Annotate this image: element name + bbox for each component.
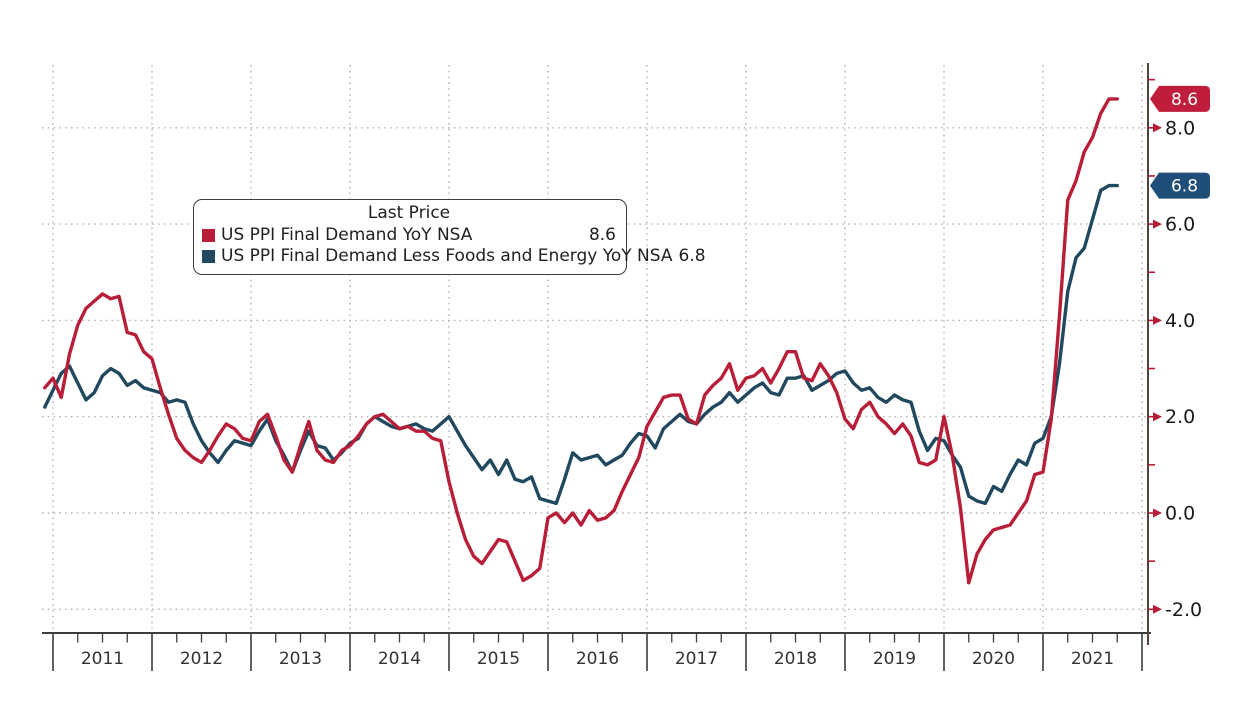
legend-swatch-red-icon bbox=[202, 229, 215, 242]
y-axis-tick-label: 6.0 bbox=[1165, 214, 1195, 236]
y-axis-tick-arrow-icon bbox=[1153, 508, 1162, 518]
last-price-badge-red bbox=[1150, 85, 1210, 112]
y-axis-tick-label: 4.0 bbox=[1165, 310, 1195, 332]
last-price-badge-value: 8.6 bbox=[1171, 90, 1198, 110]
ppi-headline-line bbox=[43, 97, 1119, 585]
axes bbox=[42, 63, 1151, 645]
x-axis-year-label: 2019 bbox=[873, 649, 916, 669]
x-axis-year-label: 2018 bbox=[774, 649, 817, 669]
y-axis-tick-label: 0.0 bbox=[1165, 503, 1195, 525]
y-axis-tick-label: -2.0 bbox=[1165, 599, 1202, 621]
legend-label: US PPI Final Demand Less Foods and Energ… bbox=[221, 246, 673, 266]
x-axis-year-label: 2013 bbox=[279, 649, 322, 669]
last-price-badge-blue bbox=[1150, 172, 1210, 199]
legend-last-price: 6.8 bbox=[678, 246, 706, 266]
x-axis-year-label: 2011 bbox=[81, 649, 124, 669]
y-axis: 8.0 6.0 4.0 2.0 0.0 -2.0 bbox=[1148, 78, 1202, 621]
y-axis-tick-arrow-icon bbox=[1153, 315, 1162, 325]
x-axis-year-label: 2012 bbox=[180, 649, 223, 669]
series-lines bbox=[43, 97, 1119, 585]
last-price-badge-value: 6.8 bbox=[1171, 177, 1198, 197]
y-axis-tick-label: 2.0 bbox=[1165, 406, 1195, 428]
legend-item-headline: US PPI Final Demand YoY NSA 8.6 bbox=[202, 225, 616, 246]
x-axis: 2011 2012 2013 2014 2015 2016 2017 2018 2019 2020… bbox=[52, 633, 1143, 671]
y-axis-tick-arrow-icon bbox=[1153, 219, 1162, 229]
legend-item-core: US PPI Final Demand Less Foods and Energ… bbox=[202, 246, 706, 267]
x-axis-year-label: 2014 bbox=[378, 649, 421, 669]
y-axis-tick-arrow-icon bbox=[1153, 123, 1162, 133]
x-axis-year-label: 2021 bbox=[1071, 649, 1114, 669]
y-axis-tick-arrow-icon bbox=[1153, 412, 1162, 422]
legend-last-price: 8.6 bbox=[588, 225, 616, 245]
y-axis-tick-arrow-icon bbox=[1153, 604, 1162, 614]
y-axis-tick-label: 8.0 bbox=[1165, 117, 1195, 139]
chart-legend: Last Price US PPI Final Demand YoY NSA 8… bbox=[193, 199, 706, 275]
last-price-badges: 8.6 6.8 bbox=[1150, 85, 1210, 199]
x-axis-year-label: 2015 bbox=[477, 649, 520, 669]
legend-title: Last Price bbox=[367, 203, 451, 223]
legend-label: US PPI Final Demand YoY NSA bbox=[221, 225, 473, 245]
x-axis-year-label: 2020 bbox=[972, 649, 1015, 669]
legend-swatch-blue-icon bbox=[202, 250, 215, 263]
x-axis-year-label: 2016 bbox=[576, 649, 619, 669]
x-axis-year-label: 2017 bbox=[675, 649, 718, 669]
